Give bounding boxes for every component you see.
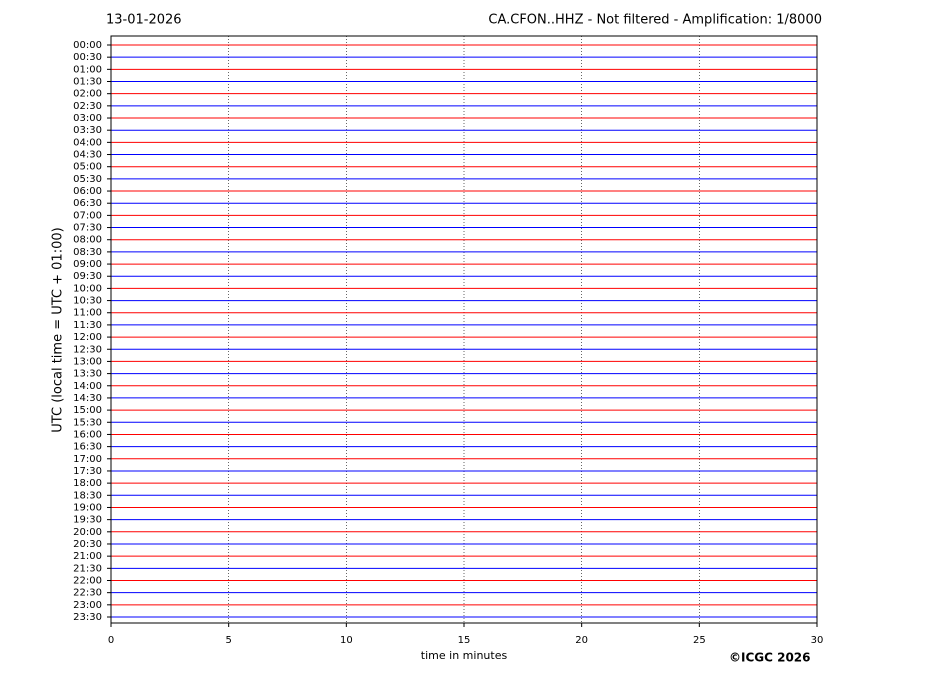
y-tick-label: 02:00 [73, 89, 102, 100]
y-tick-label: 14:30 [73, 393, 102, 404]
y-tick-label: 12:00 [73, 332, 102, 343]
y-tick-label: 18:00 [73, 478, 102, 489]
x-tick-label: 20 [575, 635, 588, 646]
y-tick-label: 05:00 [73, 162, 102, 173]
y-tick-label: 09:00 [73, 259, 102, 270]
x-tick-label: 25 [693, 635, 706, 646]
y-tick-label: 17:00 [73, 454, 102, 465]
x-tick-label: 5 [225, 635, 231, 646]
x-tick-label: 0 [108, 635, 114, 646]
y-tick-label: 13:00 [73, 356, 102, 367]
y-tick-label: 19:00 [73, 502, 102, 513]
x-tick-label: 30 [811, 635, 824, 646]
x-tick-label: 15 [458, 635, 471, 646]
y-tick-label: 21:30 [73, 563, 102, 574]
x-tick-label: 10 [340, 635, 353, 646]
credit: ©ICGC 2026 [729, 651, 811, 665]
y-tick-label: 13:30 [73, 369, 102, 380]
y-tick-label: 03:30 [73, 125, 102, 136]
y-tick-label: 11:00 [73, 308, 102, 319]
y-tick-label: 10:00 [73, 283, 102, 294]
y-tick-label: 12:30 [73, 344, 102, 355]
y-tick-label: 09:30 [73, 271, 102, 282]
y-tick-label: 06:30 [73, 198, 102, 209]
y-tick-label: 01:30 [73, 77, 102, 88]
y-tick-label: 15:00 [73, 405, 102, 416]
y-tick-label: 14:00 [73, 381, 102, 392]
x-axis-label: time in minutes [421, 649, 508, 662]
y-tick-label: 04:30 [73, 150, 102, 161]
y-tick-label: 20:30 [73, 539, 102, 550]
y-tick-label: 16:30 [73, 442, 102, 453]
y-tick-label: 23:30 [73, 612, 102, 623]
y-tick-label: 17:30 [73, 466, 102, 477]
y-tick-label: 23:00 [73, 600, 102, 611]
y-tick-label: 00:30 [73, 52, 102, 63]
y-tick-label: 04:00 [73, 137, 102, 148]
plot-frame [110, 35, 818, 624]
y-tick-label: 11:30 [73, 320, 102, 331]
y-tick-label: 01:00 [73, 64, 102, 75]
y-tick-label: 10:30 [73, 296, 102, 307]
y-tick-label: 07:30 [73, 223, 102, 234]
y-tick-label: 16:00 [73, 429, 102, 440]
y-tick-label: 15:30 [73, 417, 102, 428]
y-tick-label: 02:30 [73, 101, 102, 112]
chart-title: CA.CFON..HHZ - Not filtered - Amplificat… [488, 13, 822, 28]
y-tick-label: 18:30 [73, 490, 102, 501]
y-axis-label: UTC (local time = UTC + 01:00) [51, 227, 66, 432]
y-tick-label: 20:00 [73, 527, 102, 538]
y-tick-label: 19:30 [73, 515, 102, 526]
y-tick-label: 08:00 [73, 235, 102, 246]
y-tick-label: 08:30 [73, 247, 102, 258]
y-tick-label: 21:00 [73, 551, 102, 562]
y-tick-label: 05:30 [73, 174, 102, 185]
y-tick-label: 06:00 [73, 186, 102, 197]
y-tick-label: 07:00 [73, 210, 102, 221]
y-tick-label: 22:30 [73, 588, 102, 599]
y-tick-label: 00:00 [73, 40, 102, 51]
y-tick-label: 22:00 [73, 575, 102, 586]
y-tick-label: 03:00 [73, 113, 102, 124]
date: 13-01-2026 [106, 13, 182, 28]
